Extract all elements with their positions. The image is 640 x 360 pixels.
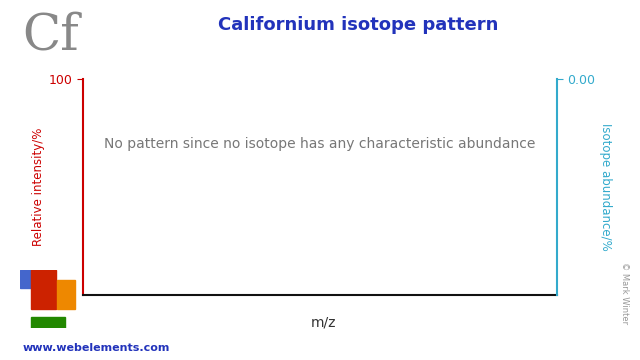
Y-axis label: Isotope abundance/%: Isotope abundance/%	[599, 123, 612, 251]
Text: Californium isotope pattern: Californium isotope pattern	[218, 16, 499, 34]
Y-axis label: Relative intensity/%: Relative intensity/%	[32, 128, 45, 246]
Bar	[57, 280, 76, 309]
Text: © Mark Winter: © Mark Winter	[620, 262, 628, 324]
Text: www.webelements.com: www.webelements.com	[22, 343, 170, 353]
Bar	[20, 270, 31, 288]
Text: No pattern since no isotope has any characteristic abundance: No pattern since no isotope has any char…	[104, 137, 536, 151]
Text: m/z: m/z	[310, 315, 336, 329]
Text: Cf: Cf	[22, 11, 79, 60]
Bar	[31, 270, 56, 309]
Bar	[31, 317, 65, 328]
